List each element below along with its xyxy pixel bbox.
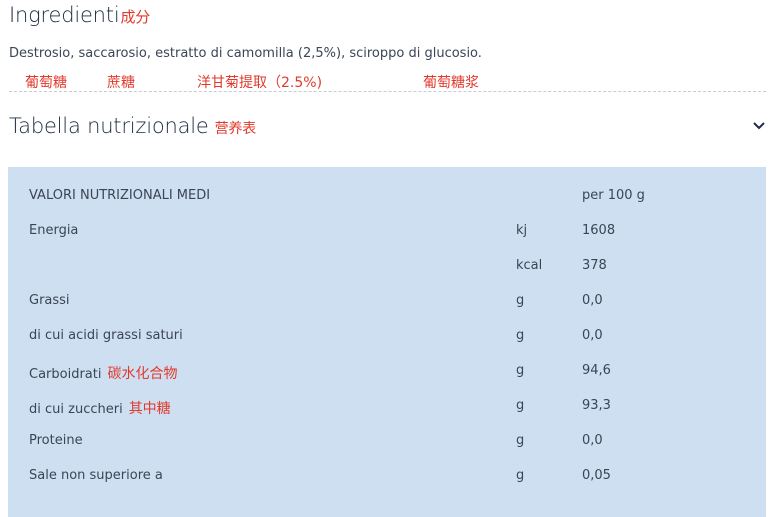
row-unit: g (516, 468, 525, 483)
table-header-row: VALORI NUTRIZIONALI MEDI per 100 g (8, 188, 766, 223)
row-label: Carboidrati 碳水化合物 (29, 363, 177, 383)
row-value: 1608 (582, 223, 616, 238)
row-label: di cui acidi grassi saturi (29, 328, 183, 343)
table-row: Energia kj 1608 (8, 223, 766, 258)
nutrition-title: Tabella nutrizionale (9, 114, 209, 138)
row-label: di cui zuccheri 其中糖 (29, 398, 171, 418)
row-value: 0,0 (582, 293, 603, 308)
row-label-text: Carboidrati (29, 367, 102, 382)
row-unit: kcal (516, 258, 543, 273)
ingredients-title: Ingredienti (9, 3, 120, 27)
row-label-text: Energia (29, 223, 79, 238)
chevron-down-icon[interactable] (751, 118, 767, 134)
row-unit: kj (516, 223, 528, 238)
row-unit: g (516, 328, 525, 343)
row-label-text: Sale non superiore a (29, 468, 163, 483)
row-label-text: Proteine (29, 433, 83, 448)
row-value: 0,0 (582, 328, 603, 343)
row-annotation: 其中糖 (128, 401, 171, 417)
annotation-sucrose: 蔗糖 (107, 75, 135, 91)
row-unit: g (516, 293, 525, 308)
row-value: 378 (582, 258, 607, 273)
table-row: Proteine g 0,0 (8, 433, 766, 468)
row-value: 94,6 (582, 363, 611, 378)
row-label: Proteine (29, 433, 83, 448)
ingredients-heading: Ingredienti成分 (9, 3, 150, 27)
divider (9, 91, 766, 92)
nutrition-title-annotation: 营养表 (214, 121, 257, 137)
annotation-glucose-syrup: 葡萄糖浆 (423, 75, 479, 91)
row-annotation: 碳水化合物 (107, 366, 178, 382)
row-value: 93,3 (582, 398, 611, 413)
annotation-dextrose: 葡萄糖 (25, 75, 67, 91)
row-unit: g (516, 433, 525, 448)
row-label: Sale non superiore a (29, 468, 163, 483)
row-value: 0,05 (582, 468, 611, 483)
row-unit: g (516, 398, 525, 413)
table-row: Sale non superiore a g 0,05 (8, 468, 766, 503)
row-label-text: Grassi (29, 293, 70, 308)
table-row: Grassi g 0,0 (8, 293, 766, 328)
nutrition-table: VALORI NUTRIZIONALI MEDI per 100 g Energ… (8, 167, 766, 517)
nutrition-heading[interactable]: Tabella nutrizionale 营养表 (9, 114, 256, 138)
row-unit: g (516, 363, 525, 378)
row-label: Grassi (29, 293, 70, 308)
table-row: kcal 378 (8, 258, 766, 293)
ingredients-title-annotation: 成分 (120, 8, 151, 26)
row-label-text: di cui zuccheri (29, 402, 123, 417)
table-row: di cui zuccheri 其中糖 g 93,3 (8, 398, 766, 433)
header-value: per 100 g (582, 188, 645, 203)
ingredients-text: Destrosio, saccarosio, estratto di camom… (9, 46, 482, 61)
row-value: 0,0 (582, 433, 603, 448)
table-row: di cui acidi grassi saturi g 0,0 (8, 328, 766, 363)
table-row: Carboidrati 碳水化合物 g 94,6 (8, 363, 766, 398)
row-label: Energia (29, 223, 78, 238)
header-label: VALORI NUTRIZIONALI MEDI (29, 188, 211, 203)
annotation-chamomile: 洋甘菊提取（2.5%) (197, 75, 323, 91)
row-label-text: di cui acidi grassi saturi (29, 328, 183, 343)
